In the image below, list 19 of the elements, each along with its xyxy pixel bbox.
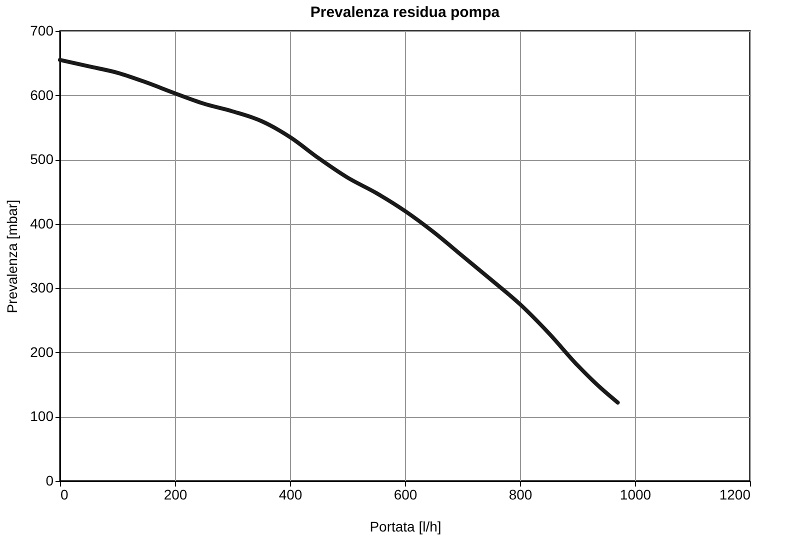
x-tick-label: 800 <box>508 486 532 502</box>
x-tick-label: 0 <box>60 486 68 502</box>
x-axis-title: Portata [l/h] <box>370 518 442 534</box>
y-tick-label: 600 <box>30 86 54 103</box>
y-axis-title: Prevalenza [mbar] <box>4 200 20 314</box>
y-tick-label: 400 <box>30 215 54 232</box>
y-tick-label: 700 <box>30 22 54 38</box>
x-tick-label: 400 <box>278 486 302 502</box>
line-series <box>58 58 620 405</box>
y-tick-label: 500 <box>30 151 54 168</box>
y-tick-label: 100 <box>30 408 54 424</box>
x-tick-label: 1200 <box>719 486 751 502</box>
y-tick-label: 300 <box>30 280 54 296</box>
y-tick-label: 200 <box>30 344 54 360</box>
x-tick-label: 200 <box>164 486 188 502</box>
chart-title: Prevalenza residua pompa <box>310 4 500 21</box>
x-tick-label: 1000 <box>620 486 652 502</box>
x-tick-label: 600 <box>394 486 418 502</box>
y-tick-label: 0 <box>46 472 54 488</box>
